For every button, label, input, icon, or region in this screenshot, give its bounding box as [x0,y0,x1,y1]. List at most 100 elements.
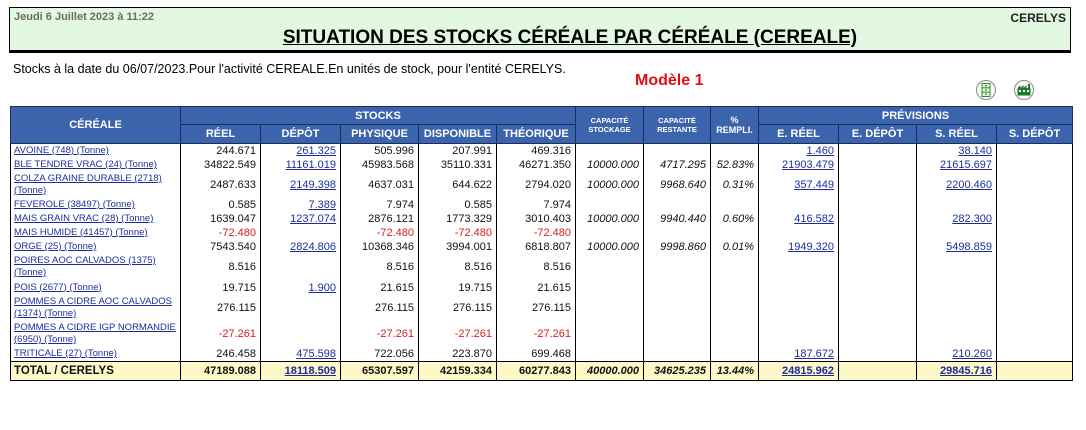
header-cereale[interactable]: CÉRÉALE [10,106,181,144]
depot-link[interactable]: 7.389 [308,199,336,211]
total-s-reel-link[interactable]: 29845.716 [940,365,992,377]
e-reel-link[interactable]: 1.460 [806,145,834,157]
total-depot-link[interactable]: 18118.509 [284,365,336,377]
header-s-reel[interactable]: S. RÉEL [916,124,997,144]
cell-disponible: 276.115 [418,295,497,321]
total-e-reel: 24815.962 [758,361,839,381]
header-e-reel[interactable]: E. RÉEL [758,124,839,144]
cereale-link[interactable]: AVOINE (748) (Tonne) [14,145,109,156]
table-row: FEVEROLE (38497) (Tonne) 0.585 7.389 7.974 0… [10,198,1073,212]
cell-s-reel: 38.140 [916,143,997,158]
cell-e-depot [838,321,917,347]
e-reel-link[interactable]: 1949.320 [788,241,834,253]
e-reel-link[interactable]: 416.582 [794,213,834,225]
total-depot: 18118.509 [260,361,341,381]
cell-physique: 505.996 [340,143,419,158]
total-cap-restante: 34625.235 [643,361,711,381]
cereale-link[interactable]: FEVEROLE (38497) (Tonne) [14,199,135,210]
header-capacite-restante[interactable]: CAPACITÉ RESTANTE [643,106,711,144]
cell-reel: 7543.540 [180,240,261,254]
cell-disponible: 207.991 [418,143,497,158]
cell-cap-restante: 4717.295 [643,158,711,172]
factory-button[interactable] [1014,80,1034,100]
header-capacite-stockage[interactable]: CAPACITÉ STOCKAGE [575,106,644,144]
cell-physique: 722.056 [340,347,419,362]
s-reel-link[interactable]: 38.140 [958,145,992,157]
cell-cap-stockage [575,295,644,321]
table-row: AVOINE (748) (Tonne) 244.671 261.325 505.99… [10,143,1073,158]
cell-s-depot [996,295,1073,321]
e-reel-link[interactable]: 187.672 [794,348,834,360]
cereale-link[interactable]: POMMES A CIDRE IGP NORMANDIE (6950) (Ton… [14,322,176,345]
s-reel-link[interactable]: 282.300 [952,213,992,225]
header-s-depot[interactable]: S. DÉPÔT [996,124,1073,144]
depot-link[interactable]: 1237.074 [290,213,336,225]
header-physique[interactable]: PHYSIQUE [340,124,419,144]
cell-disponible: 1773.329 [418,212,497,226]
cereale-link[interactable]: BLE TENDRE VRAC (24) (Tonne) [14,159,157,170]
cereale-name-cell: COLZA GRAINE DURABLE (2718) (Tonne) [10,172,181,198]
depot-link[interactable]: 2824.806 [290,241,336,253]
total-e-reel-link[interactable]: 24815.962 [782,365,834,377]
depot-link[interactable]: 11161.019 [285,159,336,171]
s-reel-link[interactable]: 21615.697 [940,159,992,171]
header-pct-rempli[interactable]: % REMPLI. [710,106,759,144]
total-cap-stockage: 40000.000 [575,361,644,381]
cereale-link[interactable]: TRITICALE (27) (Tonne) [14,348,117,359]
cell-disponible: -27.261 [418,321,497,347]
cell-e-reel: 416.582 [758,212,839,226]
cell-s-depot [996,172,1073,198]
header-theorique[interactable]: THÉORIQUE [496,124,576,144]
cell-cap-stockage [575,254,644,280]
cell-s-reel [916,280,997,295]
depot-link[interactable]: 2149.398 [290,179,336,191]
e-reel-link[interactable]: 21903.479 [782,159,834,171]
e-reel-link[interactable]: 357.449 [794,179,834,191]
cell-disponible: -72.480 [418,226,497,240]
cell-cap-stockage [575,347,644,362]
cell-pct [710,143,759,158]
cell-cap-stockage: 10000.000 [575,158,644,172]
cell-reel: 34822.549 [180,158,261,172]
depot-link[interactable]: 475.598 [296,348,336,360]
cereale-link[interactable]: MAIS HUMIDE (41457) (Tonne) [14,227,148,238]
s-reel-link[interactable]: 5498.859 [946,241,992,253]
cell-depot: 261.325 [260,143,341,158]
column-layout-button[interactable] [976,80,996,100]
cereale-link[interactable]: POIS (2677) (Tonne) [14,281,102,293]
company-name: CERELYS [1010,11,1066,25]
cell-theorique: 6818.807 [496,240,576,254]
header-reel[interactable]: RÉEL [180,124,261,144]
cell-disponible: 0.585 [418,198,497,212]
cell-e-depot [838,198,917,212]
cereale-name-cell: FEVEROLE (38497) (Tonne) [10,198,181,212]
s-reel-link[interactable]: 210.260 [952,348,992,360]
cereale-name-cell: POMMES A CIDRE IGP NORMANDIE (6950) (Ton… [10,321,181,347]
header-disponible[interactable]: DISPONIBLE [418,124,497,144]
table-row: POIS (2677) (Tonne) 19.715 1.900 21.615 19.7… [10,280,1073,295]
s-reel-link[interactable]: 2200.460 [946,179,992,191]
cell-cap-restante: 9968.640 [643,172,711,198]
header-e-depot[interactable]: E. DÉPÔT [838,124,917,144]
header-depot[interactable]: DÉPÔT [260,124,341,144]
cell-e-reel: 21903.479 [758,158,839,172]
cereale-link[interactable]: POMMES A CIDRE AOC CALVADOS (1374) (Tonn… [14,296,173,319]
cell-s-depot [996,240,1073,254]
cereale-link[interactable]: ORGE (25) (Tonne) [14,241,97,252]
depot-link[interactable]: 1.900 [308,281,336,294]
table-row: POMMES A CIDRE AOC CALVADOS (1374) (Tonn… [10,295,1073,321]
cell-cap-stockage [575,321,644,347]
cereale-link[interactable]: COLZA GRAINE DURABLE (2718) (Tonne) [14,173,162,196]
cell-cap-restante: 9940.440 [643,212,711,226]
cereale-link[interactable]: POIRES AOC CALVADOS (1375) (Tonne) [14,255,156,278]
table-row: POIRES AOC CALVADOS (1375) (Tonne) 8.516 8… [10,254,1073,280]
cell-s-depot [996,347,1073,362]
cell-depot: 2824.806 [260,240,341,254]
cell-theorique: 8.516 [496,254,576,280]
depot-link[interactable]: 261.325 [296,145,336,157]
header-stocks: STOCKS [180,106,576,125]
cell-pct [710,321,759,347]
cereale-link[interactable]: MAIS GRAIN VRAC (28) (Tonne) [14,213,154,224]
cell-s-reel: 282.300 [916,212,997,226]
cell-cap-restante [643,295,711,321]
